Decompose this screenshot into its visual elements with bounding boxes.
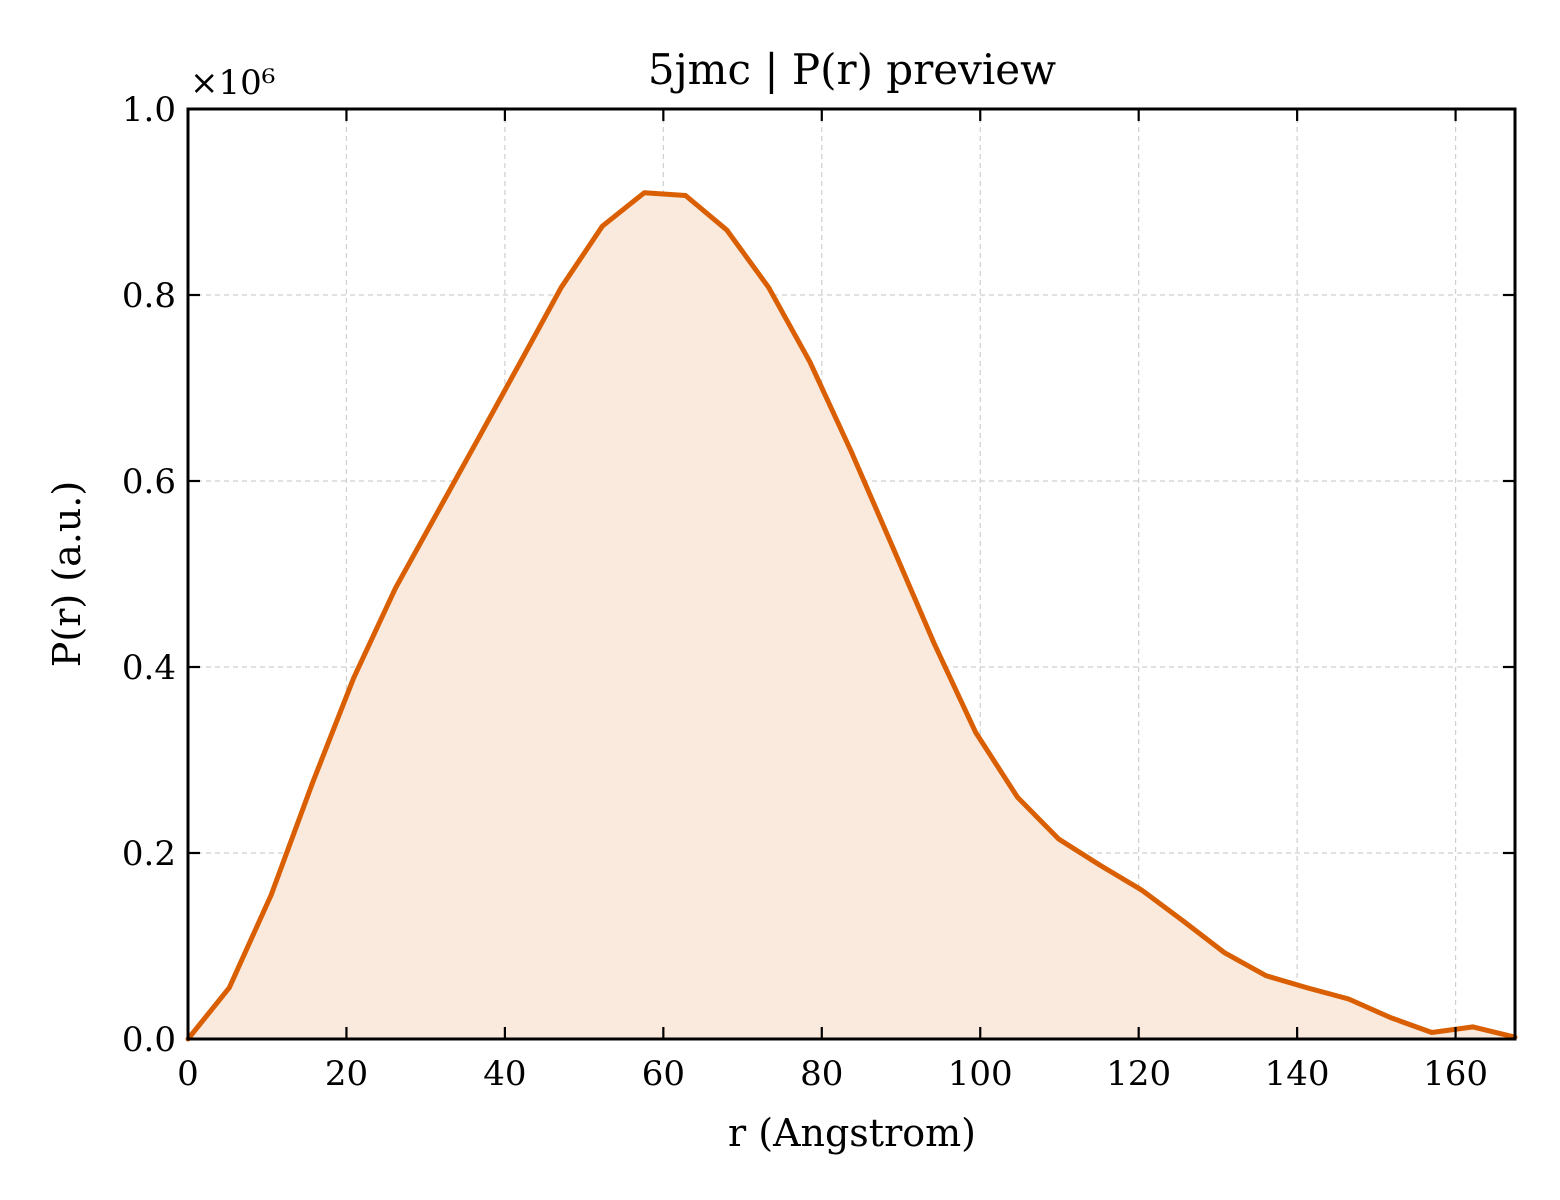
data-point-30 — [1429, 1030, 1434, 1035]
x-tick-label-6: 120 — [1106, 1054, 1171, 1094]
data-point-28 — [1346, 997, 1351, 1002]
data-point-10 — [600, 224, 605, 229]
data-point-15 — [807, 359, 812, 364]
x-tick-label-1: 20 — [325, 1054, 368, 1094]
data-point-6 — [434, 511, 439, 516]
data-point-7 — [475, 437, 480, 442]
x-tick-label-7: 140 — [1265, 1054, 1330, 1094]
y-tick-label-1: 0.2 — [122, 834, 176, 874]
data-point-23 — [1139, 888, 1144, 893]
data-point-22 — [1097, 863, 1102, 868]
x-tick-label-2: 40 — [483, 1054, 526, 1094]
data-point-25 — [1222, 950, 1227, 955]
data-point-21 — [1056, 837, 1061, 842]
data-point-27 — [1305, 985, 1310, 990]
data-point-16 — [849, 449, 854, 454]
data-point-31 — [1471, 1024, 1476, 1029]
data-point-5 — [393, 585, 398, 590]
data-point-3 — [310, 781, 315, 786]
series-line — [185, 190, 1518, 1042]
data-point-20 — [1015, 795, 1020, 800]
data-point-24 — [1181, 918, 1186, 923]
data-point-14 — [766, 285, 771, 290]
x-tick-labels: 0 20 40 60 80 100 120 140 160 — [177, 1054, 1488, 1094]
y-axis-multiplier: ×10⁶ — [190, 63, 275, 103]
data-point-18 — [932, 641, 937, 646]
data-point-29 — [1388, 1015, 1393, 1020]
data-point-9 — [559, 285, 564, 290]
y-axis-label: P(r) (a.u.) — [45, 481, 89, 667]
y-tick-label-0: 0.0 — [122, 1020, 176, 1060]
x-tick-label-0: 0 — [177, 1054, 199, 1094]
data-point-1 — [227, 985, 232, 990]
x-axis-label: r (Angstrom) — [728, 1111, 976, 1155]
data-point-19 — [973, 730, 978, 735]
chart-title: 5jmc | P(r) preview — [648, 45, 1056, 94]
x-tick-label-4: 80 — [800, 1054, 843, 1094]
y-tick-label-5: 1.0 — [122, 90, 176, 130]
y-tick-labels: 0.0 0.2 0.4 0.6 0.8 1.0 — [122, 90, 176, 1060]
x-tick-label-3: 60 — [642, 1054, 685, 1094]
data-point-4 — [351, 676, 356, 681]
y-tick-label-3: 0.6 — [122, 462, 176, 502]
plot-frame — [186, 107, 1517, 1041]
axis-ticks — [186, 107, 1515, 1041]
data-point-2 — [269, 892, 274, 897]
data-point-12 — [683, 193, 688, 198]
data-point-8 — [517, 360, 522, 365]
data-point-13 — [724, 227, 729, 232]
x-tick-label-5: 100 — [948, 1054, 1013, 1094]
x-tick-label-8: 160 — [1423, 1054, 1488, 1094]
y-tick-label-2: 0.4 — [122, 648, 176, 688]
data-point-17 — [891, 545, 896, 550]
y-tick-label-4: 0.8 — [122, 276, 176, 316]
series-area-fill — [188, 192, 1515, 1039]
data-point-26 — [1264, 973, 1269, 978]
data-point-11 — [642, 190, 647, 195]
